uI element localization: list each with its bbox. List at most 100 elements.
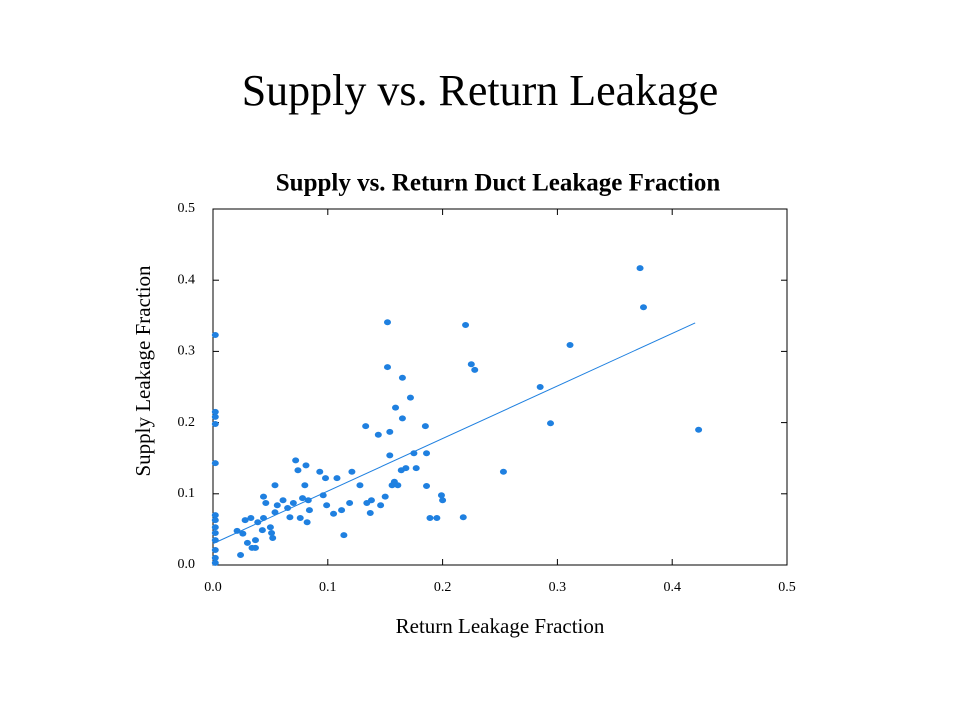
point <box>211 332 219 339</box>
point <box>467 361 475 368</box>
point <box>271 509 279 516</box>
point <box>374 431 382 438</box>
point <box>251 544 259 551</box>
point <box>211 512 219 519</box>
point <box>499 468 507 475</box>
point <box>211 460 219 467</box>
point <box>211 529 219 536</box>
point <box>398 415 406 422</box>
point <box>247 515 255 522</box>
plot-frame <box>212 208 788 566</box>
point <box>296 515 304 522</box>
point <box>284 505 292 512</box>
point <box>377 502 385 509</box>
point <box>330 510 338 517</box>
point <box>640 304 647 311</box>
point <box>547 420 555 427</box>
point <box>366 510 374 517</box>
point <box>433 515 441 522</box>
point <box>362 423 370 430</box>
point <box>406 394 414 401</box>
point <box>394 482 402 489</box>
point <box>383 319 391 326</box>
point <box>356 482 364 489</box>
point <box>338 507 346 514</box>
point <box>262 500 270 507</box>
point <box>211 517 219 524</box>
point <box>398 374 406 381</box>
point <box>462 322 470 329</box>
point <box>305 507 313 514</box>
point <box>316 468 324 475</box>
point <box>268 529 276 536</box>
point <box>340 532 348 539</box>
point <box>286 514 294 521</box>
point <box>237 552 245 559</box>
point <box>333 475 341 482</box>
point <box>266 524 274 531</box>
y-tick-label: 0.4 <box>178 272 196 287</box>
point <box>269 534 277 541</box>
point <box>695 426 703 433</box>
y-tick-label: 0.3 <box>178 344 196 359</box>
point <box>301 482 309 489</box>
point <box>279 497 287 504</box>
point <box>294 467 302 474</box>
point <box>289 500 297 507</box>
point <box>566 341 574 348</box>
point <box>459 514 467 521</box>
point <box>260 493 268 500</box>
point <box>383 364 391 371</box>
point <box>211 559 219 566</box>
point <box>410 450 418 457</box>
point <box>211 554 219 561</box>
point <box>271 482 279 489</box>
point <box>243 539 251 546</box>
x-tick-label: 0.5 <box>778 580 796 595</box>
point <box>211 408 219 415</box>
point <box>367 497 375 504</box>
point <box>251 537 259 544</box>
point <box>426 515 434 522</box>
point <box>348 468 356 475</box>
point <box>386 452 394 459</box>
y-tick-label: 0.1 <box>178 486 196 501</box>
x-tick-label: 0.0 <box>204 580 222 595</box>
point <box>536 384 544 390</box>
point <box>346 500 354 507</box>
point <box>211 547 219 554</box>
point <box>292 457 300 464</box>
point <box>402 465 410 472</box>
point <box>323 502 331 509</box>
point <box>392 404 400 411</box>
slide-title: Supply vs. Return Leakage <box>242 66 719 115</box>
point <box>322 475 330 482</box>
point <box>421 423 429 430</box>
point <box>211 421 219 428</box>
point <box>386 428 394 435</box>
chart-title: Supply vs. Return Duct Leakage Fraction <box>276 170 721 197</box>
point <box>423 450 431 457</box>
y-axis-label: Supply Leakage Fraction <box>131 265 155 477</box>
point <box>471 366 479 373</box>
y-tick-label: 0.0 <box>178 557 196 572</box>
point <box>303 519 311 526</box>
x-tick-label: 0.4 <box>663 580 681 595</box>
point <box>241 517 249 524</box>
point <box>302 462 310 469</box>
point <box>412 465 420 472</box>
point <box>437 492 445 499</box>
point <box>258 527 266 534</box>
point <box>439 497 447 504</box>
point <box>239 530 247 537</box>
y-tick-label: 0.2 <box>178 415 196 430</box>
x-tick-label: 0.3 <box>549 580 567 595</box>
x-tick-label: 0.2 <box>434 580 452 595</box>
point <box>211 524 219 531</box>
y-tick-label: 0.5 <box>178 201 196 216</box>
point <box>299 495 307 502</box>
point <box>273 502 281 509</box>
point <box>211 413 219 420</box>
x-tick-label: 0.1 <box>319 580 337 595</box>
